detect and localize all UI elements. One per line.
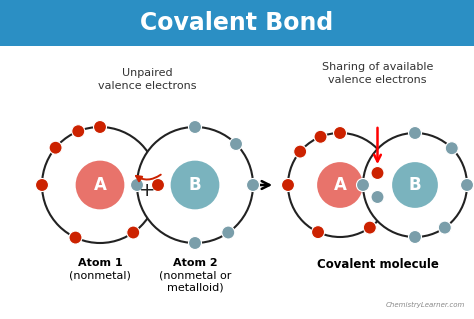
Text: ChemistryLearner.com: ChemistryLearner.com bbox=[386, 302, 465, 308]
Circle shape bbox=[93, 121, 107, 133]
Text: Covalent Bond: Covalent Bond bbox=[140, 11, 334, 35]
Circle shape bbox=[288, 133, 392, 237]
Text: Atom 2: Atom 2 bbox=[173, 258, 217, 268]
Circle shape bbox=[76, 161, 124, 209]
Circle shape bbox=[445, 142, 458, 155]
Circle shape bbox=[438, 221, 451, 234]
Text: +: + bbox=[139, 181, 156, 199]
Circle shape bbox=[171, 161, 219, 209]
Circle shape bbox=[246, 179, 259, 191]
Circle shape bbox=[222, 226, 235, 239]
Text: (nonmetal): (nonmetal) bbox=[69, 270, 131, 280]
Text: valence electrons: valence electrons bbox=[328, 75, 427, 85]
Circle shape bbox=[49, 141, 62, 154]
Circle shape bbox=[409, 127, 421, 139]
Text: B: B bbox=[409, 176, 421, 194]
Circle shape bbox=[36, 179, 48, 191]
Circle shape bbox=[461, 179, 474, 191]
Circle shape bbox=[282, 179, 294, 191]
Text: (nonmetal or: (nonmetal or bbox=[159, 270, 231, 280]
Circle shape bbox=[189, 236, 201, 249]
Circle shape bbox=[317, 162, 363, 208]
Text: A: A bbox=[334, 176, 346, 194]
Text: Sharing of available: Sharing of available bbox=[322, 62, 433, 72]
Text: valence electrons: valence electrons bbox=[98, 81, 197, 91]
Text: metalloid): metalloid) bbox=[167, 282, 223, 292]
FancyBboxPatch shape bbox=[0, 0, 474, 46]
Circle shape bbox=[294, 145, 307, 158]
Circle shape bbox=[371, 167, 384, 180]
Circle shape bbox=[72, 125, 85, 138]
Text: Covalent molecule: Covalent molecule bbox=[317, 258, 438, 271]
Text: Unpaired: Unpaired bbox=[122, 68, 173, 78]
Text: A: A bbox=[93, 176, 107, 194]
Circle shape bbox=[364, 221, 376, 234]
Circle shape bbox=[356, 179, 370, 191]
Circle shape bbox=[189, 121, 201, 133]
Text: B: B bbox=[189, 176, 201, 194]
Circle shape bbox=[371, 190, 384, 204]
Circle shape bbox=[137, 127, 253, 243]
Circle shape bbox=[127, 226, 140, 239]
Circle shape bbox=[42, 127, 158, 243]
Circle shape bbox=[69, 231, 82, 244]
Circle shape bbox=[392, 162, 438, 208]
Circle shape bbox=[229, 137, 243, 151]
FancyArrowPatch shape bbox=[136, 175, 161, 181]
Circle shape bbox=[334, 127, 346, 139]
Circle shape bbox=[311, 226, 325, 239]
Circle shape bbox=[409, 231, 421, 243]
Circle shape bbox=[130, 179, 144, 191]
Circle shape bbox=[152, 179, 164, 191]
Circle shape bbox=[363, 133, 467, 237]
Circle shape bbox=[314, 130, 327, 143]
Text: Atom 1: Atom 1 bbox=[78, 258, 122, 268]
